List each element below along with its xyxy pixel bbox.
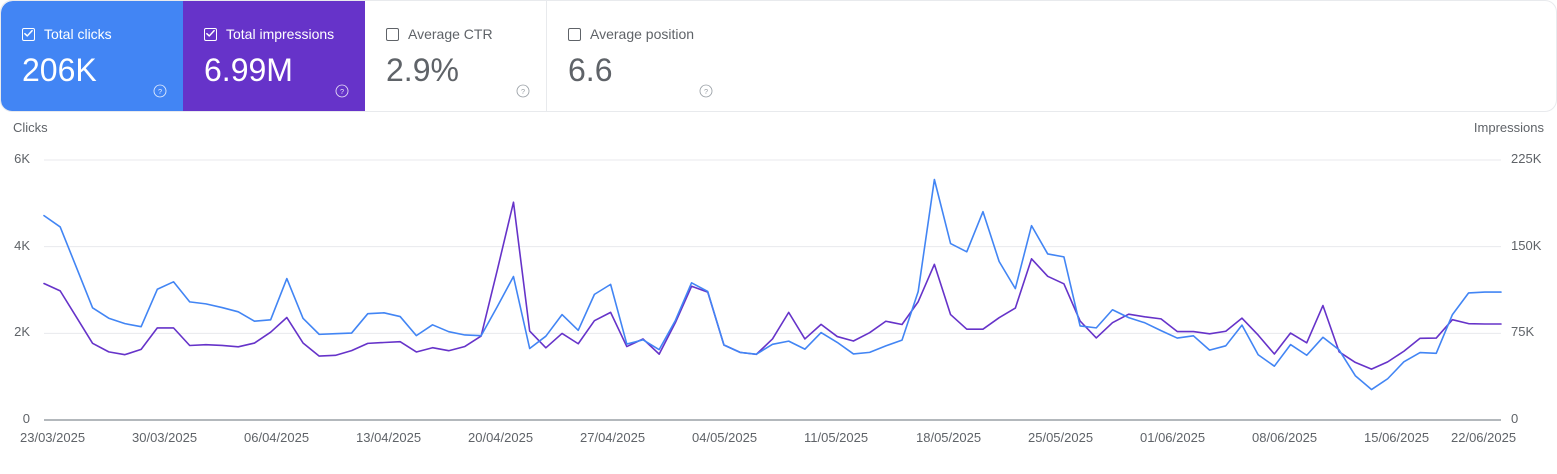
svg-text:?: ?: [704, 87, 708, 96]
svg-text:?: ?: [521, 87, 525, 96]
svg-text:?: ?: [340, 87, 344, 96]
svg-text:?: ?: [158, 87, 162, 96]
